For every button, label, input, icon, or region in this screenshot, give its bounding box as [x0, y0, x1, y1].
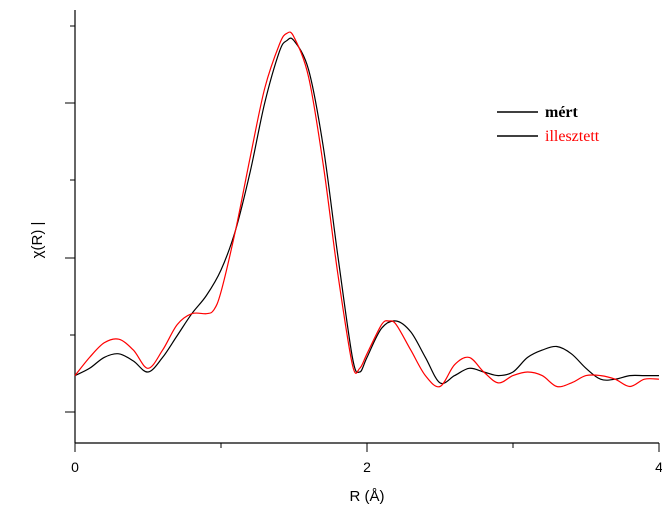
x-tick-label: 4 [655, 459, 662, 475]
series-line-fitted [74, 31, 660, 388]
legend-label: illesztett [545, 128, 600, 145]
x-axis-title: R (Å) [350, 488, 385, 505]
legend: mért illesztett [497, 104, 600, 145]
axes: 0 2 4 R (Å) χ(R) | [29, 10, 662, 505]
series-line-measured [74, 37, 659, 385]
legend-label: mért [545, 104, 579, 121]
y-axis-title: χ(R) | [29, 222, 46, 259]
x-tick-label: 2 [363, 459, 371, 475]
x-tick-label: 0 [71, 459, 79, 475]
series-layer [74, 31, 660, 388]
